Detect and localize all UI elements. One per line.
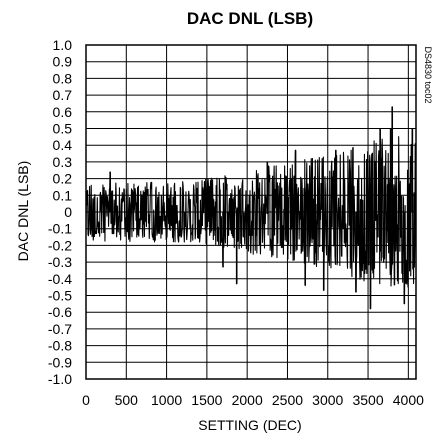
y-tick-label: -0.6 [48, 304, 72, 320]
x-tick-label: 1000 [151, 392, 182, 408]
x-tick-label: 3500 [352, 392, 383, 408]
y-tick-label: 0.3 [53, 154, 73, 170]
y-tick-label: 0.2 [53, 171, 73, 187]
data-series [85, 106, 417, 310]
y-tick-label: -0.7 [48, 321, 72, 337]
x-axis-label: SETTING (DEC) [198, 417, 301, 433]
dnl-series-line [85, 106, 417, 310]
y-tick-label: 0.6 [53, 104, 73, 120]
x-tick-label: 0 [82, 392, 90, 408]
y-tick-label: 1.0 [53, 37, 73, 53]
y-tick-label: -0.5 [48, 288, 72, 304]
x-tick-label: 4000 [393, 392, 424, 408]
figure-code-label: DS4830 toc02 [423, 46, 433, 103]
y-tick-label: 0.7 [53, 87, 73, 103]
y-tick-label: -0.1 [48, 221, 72, 237]
y-axis-label: DAC DNL (LSB) [15, 161, 31, 262]
y-tick-label: 0.4 [53, 137, 73, 153]
y-tick-label: -0.3 [48, 254, 72, 270]
chart-title: DAC DNL (LSB) [187, 9, 313, 28]
x-tick-label: 2000 [232, 392, 263, 408]
y-tick-label: 0.5 [53, 121, 73, 137]
y-tick-label: -0.4 [48, 271, 72, 287]
y-tick-label: 0.8 [53, 70, 73, 86]
y-tick-label: -0.8 [48, 338, 72, 354]
y-tick-label: 0.1 [53, 187, 73, 203]
x-ticks: 0 500 1000 1500 2000 2500 3000 3500 4000 [82, 392, 424, 408]
y-tick-label: -1.0 [48, 371, 72, 387]
x-tick-label: 2500 [272, 392, 303, 408]
y-tick-label: 0.9 [53, 54, 73, 70]
y-tick-label: 0 [64, 204, 72, 220]
x-tick-label: 500 [115, 392, 139, 408]
y-tick-label: -0.9 [48, 354, 72, 370]
plot-frame [85, 44, 417, 380]
x-tick-label: 3000 [312, 392, 343, 408]
x-tick-label: 1500 [191, 392, 222, 408]
y-ticks: 1.00.90.80.70.60.50.40.30.20.10-0.1-0.2-… [48, 37, 72, 387]
y-tick-label: -0.2 [48, 237, 72, 253]
